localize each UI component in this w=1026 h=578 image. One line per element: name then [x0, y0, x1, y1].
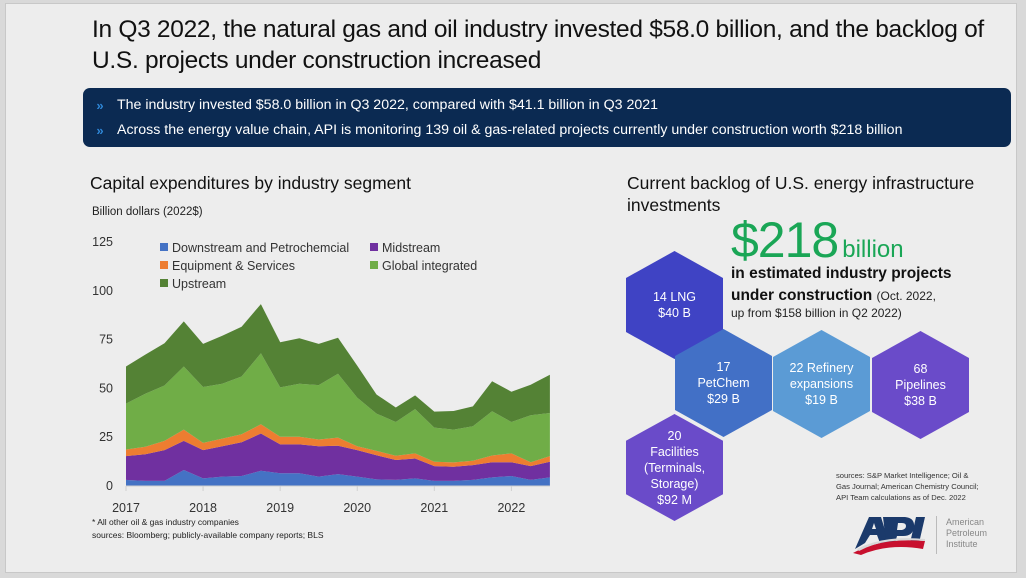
- area-upstream: [126, 304, 550, 430]
- logo-text: American Petroleum Institute: [946, 517, 987, 550]
- hexagon-label-line: PetChem: [697, 376, 750, 390]
- logo-line: American: [946, 517, 985, 527]
- hexagon-label-line: (Terminals,: [643, 460, 706, 475]
- backlog-title-line2: investments: [627, 195, 721, 215]
- source-line: API Team calculations as of Dec. 2022: [836, 493, 966, 502]
- hexagon-label-line: 14 LNG: [652, 290, 697, 304]
- hexagon-label-line: $29 B: [707, 392, 740, 406]
- backlog-title-line1: Current backlog of U.S. energy infrastru…: [627, 173, 975, 193]
- hexagon-facilities: 20 Facilities (Terminals, Storage) $92 M: [626, 414, 723, 521]
- y-tick-label: 75: [99, 333, 113, 347]
- capex-area-chart: 0 25 50 75 100 125 2017 2018 2019 2020 2021 2022 Do…: [92, 235, 550, 515]
- legend-swatch: [160, 243, 168, 251]
- legend-swatch: [370, 261, 378, 269]
- banner-bullet: » Across the energy value chain, API is …: [83, 119, 902, 141]
- api-logo-icon: [853, 517, 925, 555]
- page-title: In Q3 2022, the natural gas and oil indu…: [92, 16, 984, 74]
- hexagon-label-line: 20: [667, 428, 682, 443]
- source-line: sources: S&P Market Intelligence; Oil &: [836, 471, 969, 480]
- headline-desc-note: (Oct. 2022,: [876, 289, 936, 303]
- hexagon-label-line: $92 M: [657, 492, 692, 507]
- legend-label: Midstream: [382, 241, 440, 255]
- chart-sources: sources: Bloomberg; publicly-available c…: [92, 530, 324, 540]
- logo-line: Institute: [946, 539, 978, 549]
- chart-footnote: * All other oil & gas industry companies: [92, 517, 239, 527]
- y-tick-label: 125: [92, 235, 113, 249]
- x-tick-label: 2021: [420, 501, 448, 515]
- legend-label: Equipment & Services: [172, 259, 295, 273]
- hexagon-label-line: $38 B: [904, 394, 937, 408]
- x-tick-label: 2020: [343, 501, 371, 515]
- hexagon-label-line: 17: [716, 360, 731, 374]
- hexagon-label-line: Facilities: [650, 444, 699, 459]
- logo-line: Petroleum: [946, 528, 988, 538]
- y-axis-label: Billion dollars (2022$): [92, 206, 203, 218]
- y-tick-label: 0: [106, 479, 113, 493]
- x-tick-label: 2018: [189, 501, 217, 515]
- legend-label: Upstream: [172, 277, 226, 291]
- headline-value: $218 billion: [731, 214, 904, 266]
- backlog-sources: sources: S&P Market Intelligence; Oil & …: [836, 470, 1011, 503]
- area-equipment-services: [126, 424, 550, 467]
- double-chevron-right-icon: »: [96, 122, 104, 138]
- hexagon-petchem: 17 PetChem $29 B: [675, 329, 772, 437]
- x-tick-label: 2017: [112, 501, 140, 515]
- legend-label: Downstream and Petrochemcial: [172, 241, 349, 255]
- source-line: Gas Journal; American Chemistry Council;: [836, 482, 979, 491]
- headline-desc-line3: up from $158 billion in Q2 2022): [731, 306, 902, 320]
- area-midstream: [126, 433, 550, 481]
- banner-bullet-text: The industry invested $58.0 billion in Q…: [117, 97, 659, 113]
- legend-swatch: [160, 279, 168, 287]
- area-global-integrated: [126, 353, 550, 463]
- chart-title: Capital expenditures by industry segment: [90, 173, 412, 193]
- y-tick-label: 50: [99, 381, 113, 395]
- hexagon-label-line: 68: [913, 362, 928, 376]
- headline-desc-line1: in estimated industry projects: [731, 265, 952, 282]
- headline-desc-line2: under construction (Oct. 2022,: [731, 287, 936, 305]
- hexagon-label-line: $40 B: [658, 306, 691, 320]
- hexagon-label-line: 22 Refinery: [789, 361, 854, 375]
- hexagon-label-line: $19 B: [805, 393, 838, 407]
- y-tick-label: 25: [99, 430, 113, 444]
- x-tick-label: 2019: [266, 501, 294, 515]
- legend-label: Global integrated: [382, 259, 477, 273]
- area-downstream-and-petrochemcial: [126, 470, 550, 486]
- headline-unit: billion: [842, 236, 904, 263]
- x-tick-label: 2022: [497, 501, 525, 515]
- summary-banner: » The industry invested $58.0 billion in…: [83, 88, 1011, 147]
- hexagon-label-line: Storage): [650, 476, 699, 491]
- y-tick-label: 100: [92, 284, 113, 298]
- legend-swatch: [160, 261, 168, 269]
- hexagon-refinery: 22 Refinery expansions $19 B: [773, 330, 870, 438]
- hexagon-pipelines: 68 Pipelines $38 B: [872, 331, 969, 439]
- headline-number: $218: [731, 212, 839, 268]
- banner-bullet: » The industry invested $58.0 billion in…: [83, 94, 658, 116]
- hexagon-label-line: expansions: [789, 377, 854, 391]
- legend-swatch: [370, 243, 378, 251]
- logo-divider: [936, 516, 937, 554]
- headline-desc-strong: under construction: [731, 287, 873, 304]
- hexagon-label-line: Pipelines: [895, 378, 946, 392]
- double-chevron-right-icon: »: [96, 97, 104, 113]
- banner-bullet-text: Across the energy value chain, API is mo…: [117, 122, 903, 138]
